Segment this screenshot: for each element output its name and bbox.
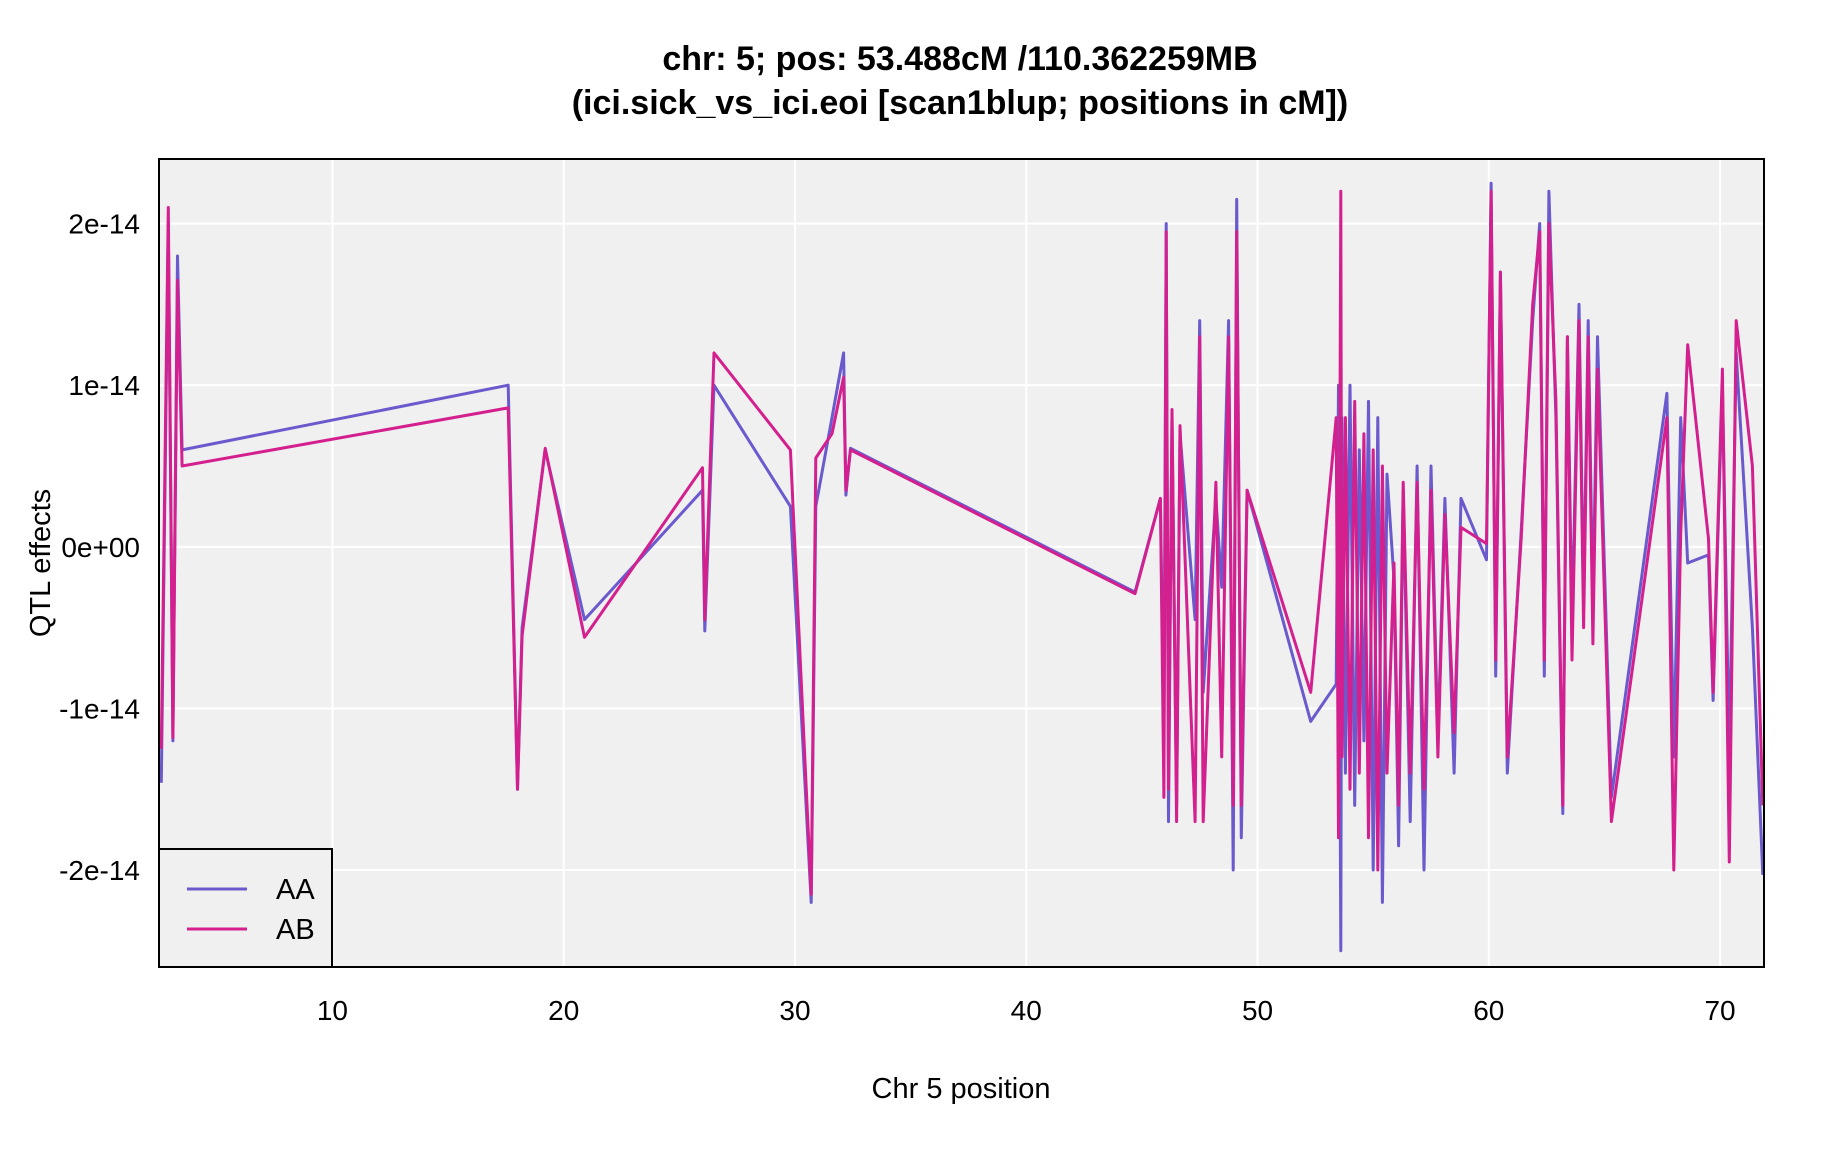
legend: AA AB	[158, 848, 333, 968]
chart-title-line2: (ici.sick_vs_ici.eoi [scan1blup; positio…	[572, 84, 1349, 122]
x-tick-label: 10	[317, 995, 348, 1026]
x-tick-label: 50	[1242, 995, 1273, 1026]
y-tick-label: 2e-14	[68, 209, 140, 240]
x-tick-labels: 10 20 30 40 50 60 70	[317, 995, 1736, 1026]
x-tick-label: 70	[1704, 995, 1735, 1026]
plot-panel	[159, 159, 1764, 967]
y-axis-label: QTL effects	[25, 489, 57, 637]
plot-frame	[158, 158, 1765, 968]
x-tick-label: 20	[548, 995, 579, 1026]
y-tick-labels: 2e-14 1e-14 0e+00 -1e-14 -2e-14	[59, 209, 140, 886]
series-lines	[159, 181, 1765, 953]
x-tick-label: 40	[1011, 995, 1042, 1026]
series-line-ab	[159, 189, 1765, 896]
y-tick-label: -1e-14	[59, 693, 140, 724]
y-tick-label: -2e-14	[59, 855, 140, 886]
y-tick-label: 0e+00	[61, 532, 140, 563]
chart-title-line1: chr: 5; pos: 53.488cM /110.362259MB	[662, 40, 1257, 78]
x-axis-label: Chr 5 position	[872, 1073, 1051, 1105]
legend-box	[158, 848, 333, 968]
y-tick-label: 1e-14	[68, 370, 140, 401]
x-tick-label: 60	[1473, 995, 1504, 1026]
x-tick-label: 30	[779, 995, 810, 1026]
legend-label-aa: AA	[276, 874, 315, 906]
legend-label-ab: AB	[276, 914, 315, 946]
